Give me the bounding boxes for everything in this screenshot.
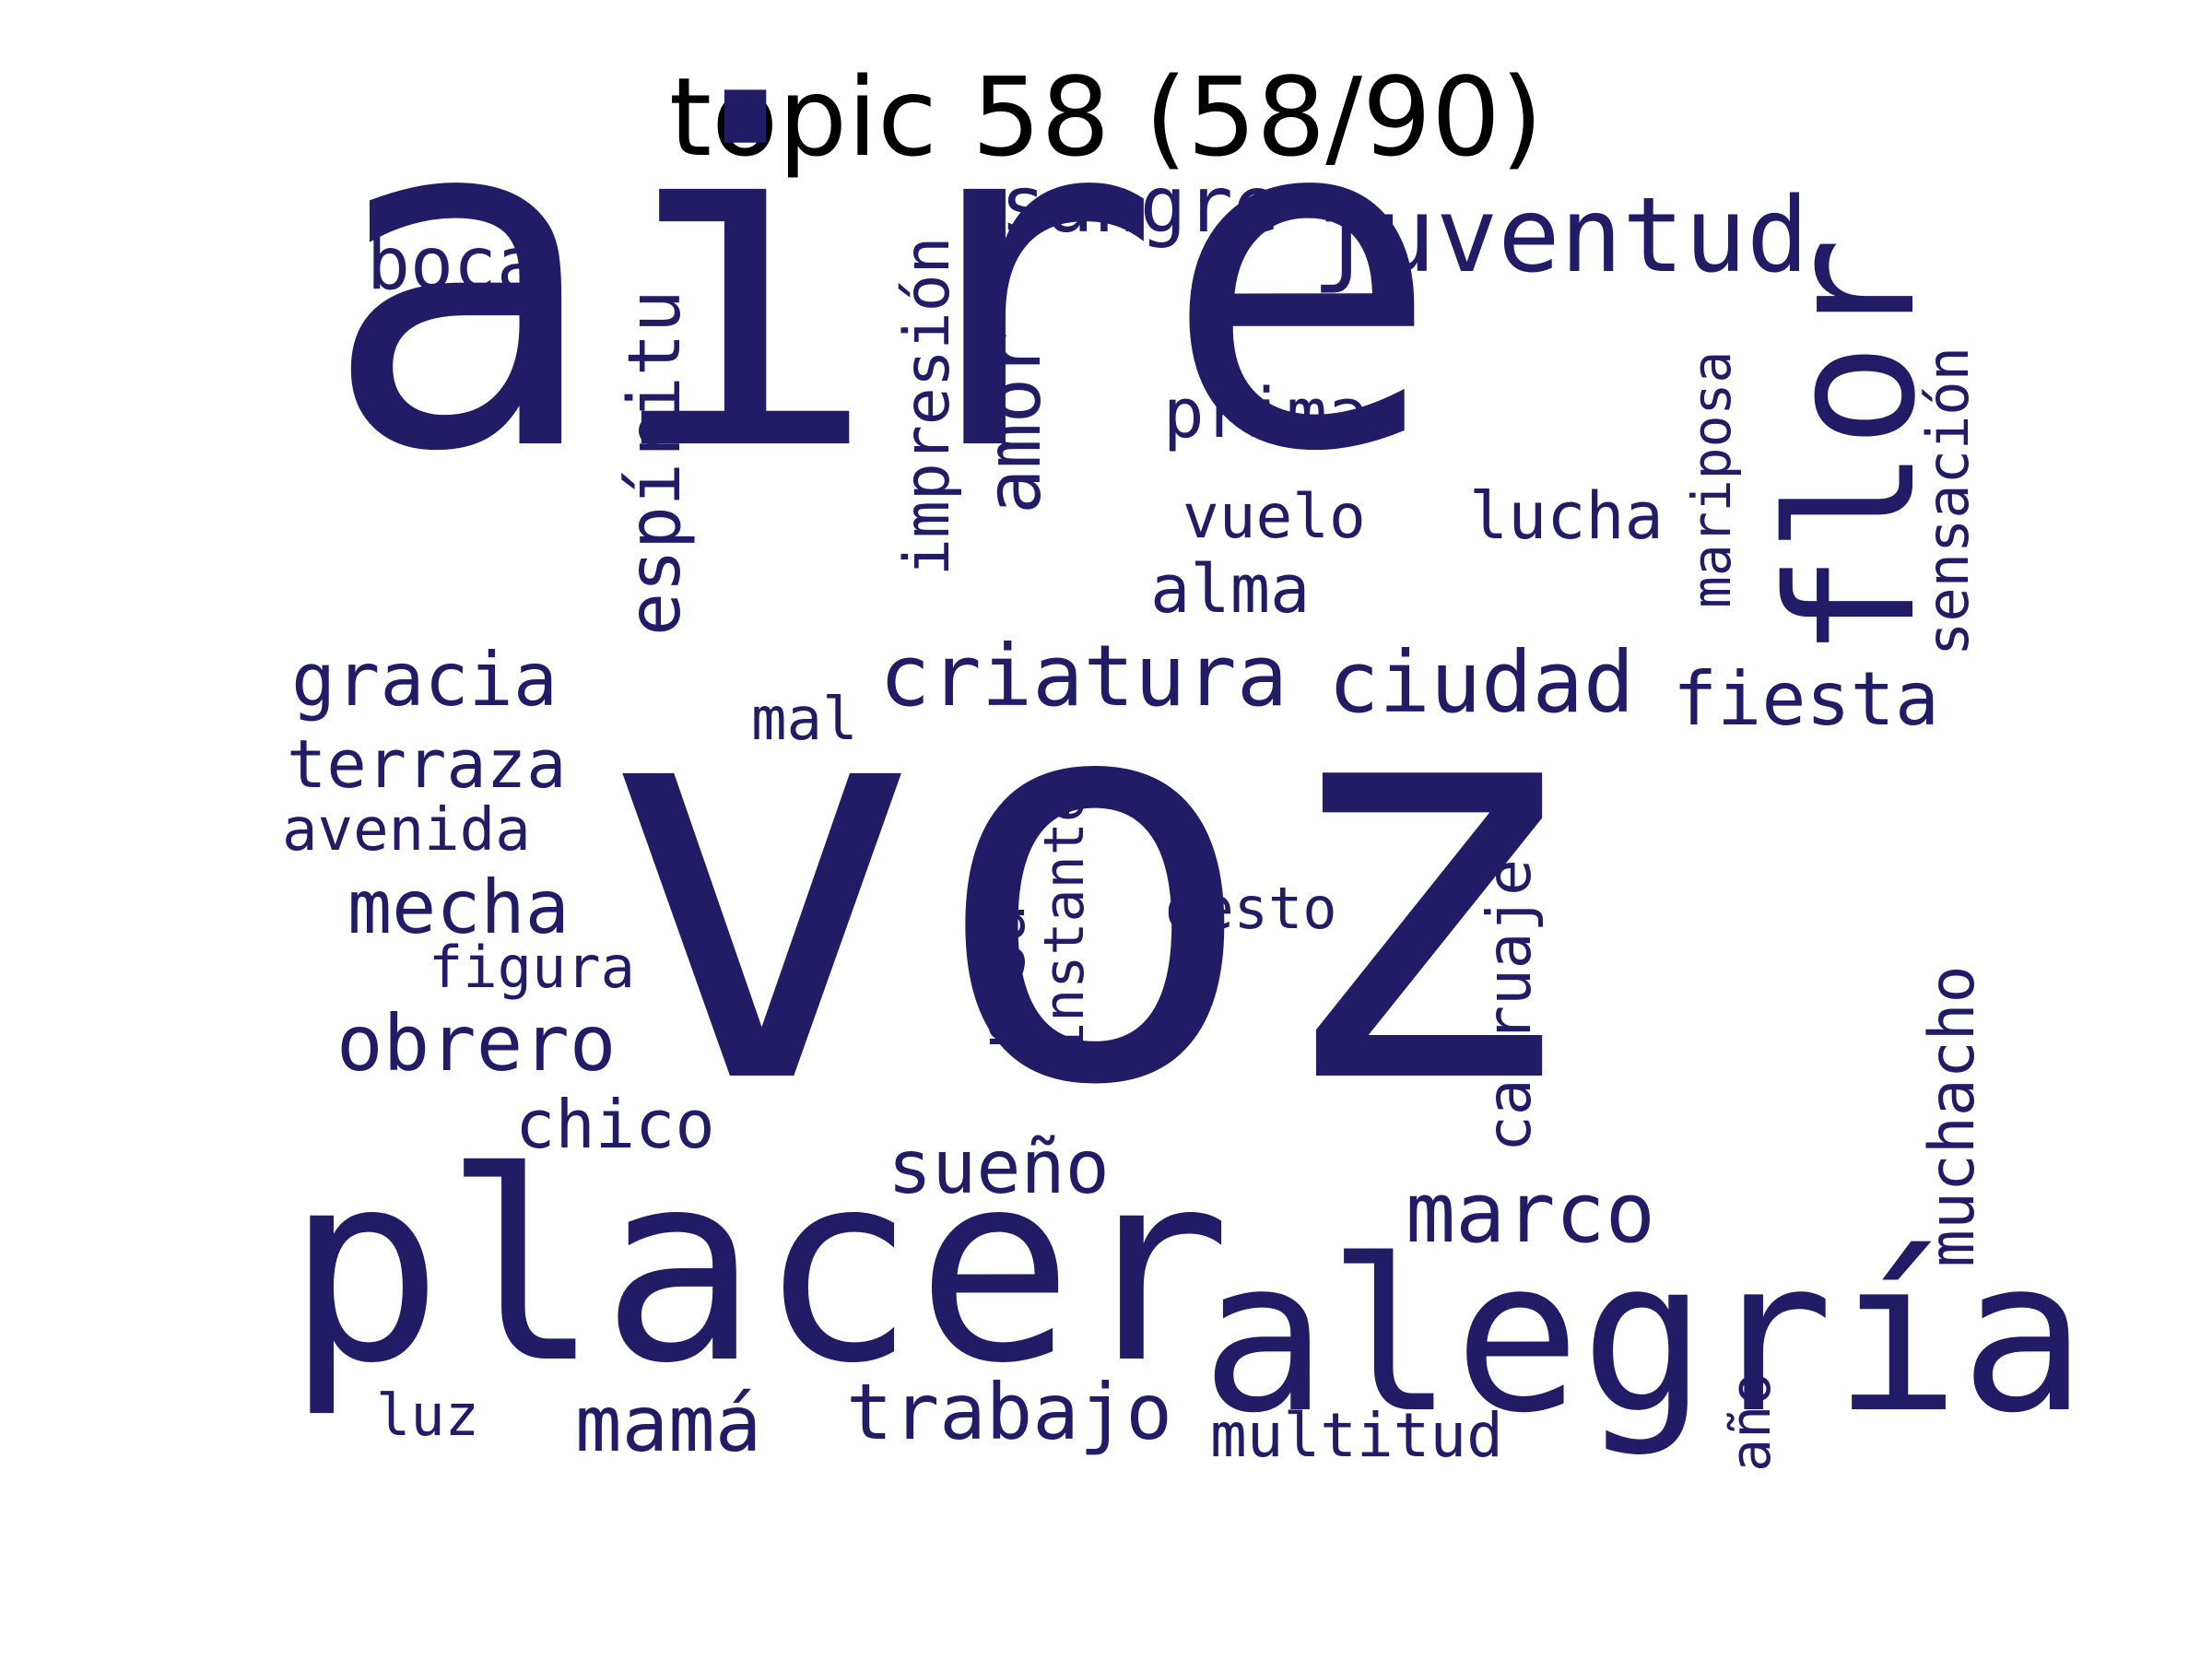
word-avenida: avenida — [282, 796, 531, 865]
word-aire: aire — [321, 12, 1442, 554]
page-title: topic 58 (58/90) — [668, 53, 1544, 181]
word-marco: marco — [1406, 1165, 1655, 1262]
word-gracia: gracia — [291, 637, 558, 723]
word-ano: año — [1719, 1371, 1783, 1472]
word-risa: risa — [967, 904, 1040, 1055]
word-prima: prima — [1163, 374, 1369, 453]
word-trabajo: trabajo — [846, 1367, 1173, 1457]
word-terraza: terraza — [287, 725, 567, 803]
word-vuelo: vuelo — [1182, 481, 1366, 552]
word-gesto: gesto — [1165, 875, 1337, 942]
word-chico: chico — [515, 1086, 715, 1163]
word-fiesta: fiesta — [1673, 656, 1939, 742]
word-voz: voz — [595, 562, 1594, 1206]
word-sensacion: sensación — [1914, 347, 1982, 656]
word-boca: boca — [367, 223, 540, 306]
word-alegria: alegría — [1201, 1214, 2087, 1459]
word-juventud: juventud — [1312, 176, 1809, 296]
word-amor: amor — [971, 332, 1058, 514]
word-mariposa: mariposa — [1680, 350, 1743, 608]
word-sangre: sangre — [1000, 159, 1280, 250]
word-lucha: lucha — [1469, 478, 1664, 554]
word-ciudad: ciudad — [1328, 633, 1635, 732]
word-criatura: criatura — [879, 627, 1288, 725]
word-placer: placer — [286, 1115, 1231, 1420]
word-carruaje: carruaje — [1474, 859, 1545, 1152]
word-muchacho: muchacho — [1916, 965, 1989, 1267]
word-mecha: mecha — [347, 865, 570, 950]
word-multitud: multitud — [1210, 1400, 1503, 1471]
word-obrero: obrero — [336, 998, 617, 1088]
word-impresion: impresión — [891, 236, 964, 576]
word-instante: instante — [1032, 789, 1097, 1055]
word-sueno: sueño — [888, 1124, 1110, 1210]
word-espiritu: espíritu — [614, 289, 697, 636]
word-alma: alma — [1150, 550, 1311, 628]
word-figura: figura — [429, 934, 635, 1001]
word-luz: luz — [376, 1382, 479, 1449]
word-mama: mamá — [575, 1379, 762, 1469]
word-mal: mal — [751, 686, 858, 754]
